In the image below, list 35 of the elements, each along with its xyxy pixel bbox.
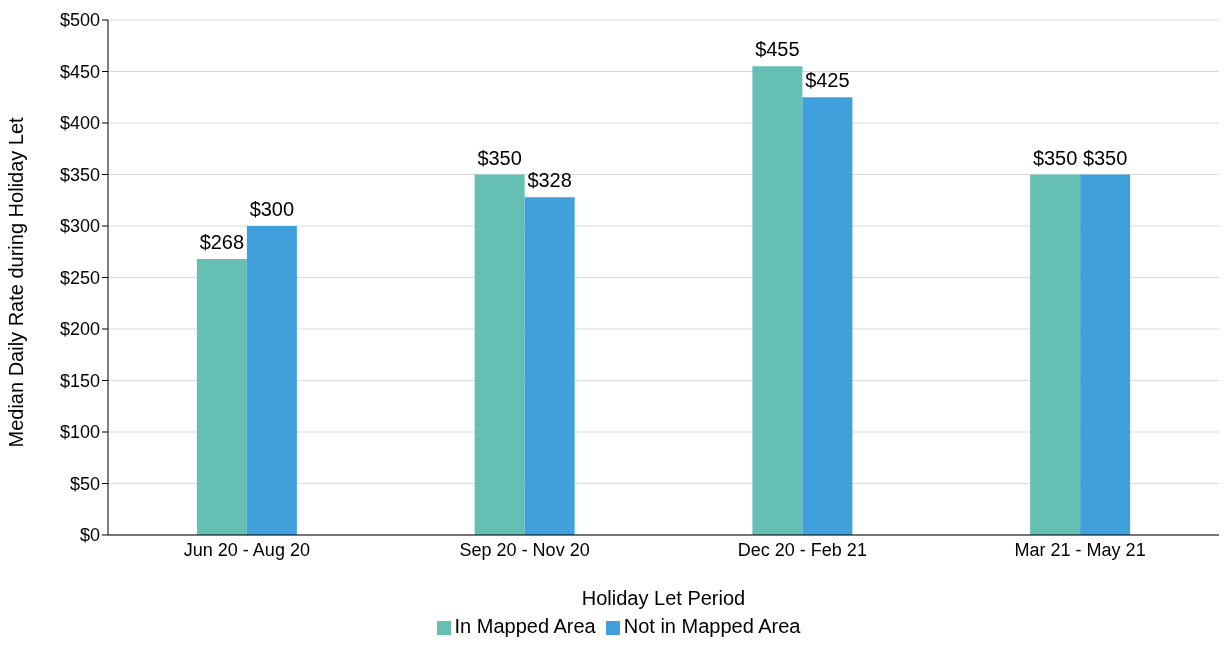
y-tick-label: $350 <box>59 164 100 185</box>
data-label: $300 <box>249 198 295 220</box>
data-label: $350 <box>477 146 522 169</box>
y-tick-label: $400 <box>59 113 100 134</box>
y-tick-label: $250 <box>59 267 100 288</box>
bar <box>802 97 853 535</box>
x-tick-label: Dec 20 - Feb 21 <box>737 539 867 560</box>
x-tick-label: Mar 21 - May 21 <box>1014 539 1146 560</box>
bar <box>524 197 575 535</box>
x-axis-title: Holiday Let Period <box>581 587 746 609</box>
y-tick-label: $450 <box>59 61 100 82</box>
legend-label: Not in Mapped Area <box>623 615 801 637</box>
bar <box>1080 174 1131 535</box>
bar <box>752 66 803 535</box>
x-tick-label: Jun 20 - Aug 20 <box>183 539 310 560</box>
data-label: $328 <box>527 169 572 192</box>
bar <box>474 174 525 535</box>
y-tick-label: $50 <box>69 473 100 494</box>
y-tick-label: $300 <box>59 216 100 237</box>
y-tick-label: $500 <box>59 10 100 31</box>
bar <box>196 258 247 535</box>
data-label: $268 <box>199 230 245 253</box>
x-tick-label: Sep 20 - Nov 20 <box>459 539 590 560</box>
data-label: $350 <box>1082 146 1128 169</box>
bar <box>246 226 297 535</box>
y-axis-title: Median Daily Rate during Holiday Let <box>5 116 28 448</box>
y-tick-label: $200 <box>59 319 100 340</box>
data-label: $350 <box>1032 146 1078 169</box>
legend-label: In Mapped Area <box>454 615 596 637</box>
data-label: $425 <box>805 69 850 92</box>
data-label: $455 <box>755 38 800 61</box>
y-tick-label: $0 <box>79 525 100 546</box>
bar <box>1030 174 1081 535</box>
y-tick-label: $100 <box>59 422 100 443</box>
y-tick-label: $150 <box>59 370 100 391</box>
